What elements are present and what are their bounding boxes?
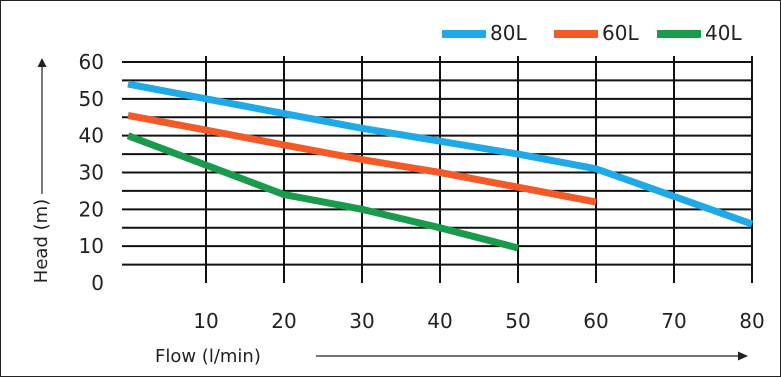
y-tick-label: 60 bbox=[79, 50, 104, 74]
x-tick-label: 50 bbox=[505, 309, 530, 333]
series-line-40l bbox=[126, 132, 519, 252]
x-tick-label: 30 bbox=[349, 309, 374, 333]
y-tick-label: 10 bbox=[79, 234, 104, 258]
legend-swatch-80l bbox=[442, 30, 486, 38]
series-line-80l bbox=[127, 80, 754, 228]
legend-swatch-60l bbox=[554, 30, 598, 38]
y-tick-label: 20 bbox=[79, 197, 104, 221]
tick-labels: 0 10 20 30 40 50 60 10 20 30 40 50 60 70 80 bbox=[79, 50, 765, 333]
y-axis-label: Head (m) bbox=[31, 199, 52, 283]
series-line-60l bbox=[127, 111, 597, 206]
x-axis-arrow-head bbox=[738, 351, 748, 361]
legend-swatch-40l bbox=[657, 30, 701, 38]
y-tick-label: 0 bbox=[91, 271, 104, 295]
x-tick-label: 60 bbox=[583, 309, 608, 333]
x-tick-label: 80 bbox=[739, 309, 764, 333]
y-tick-label: 30 bbox=[79, 161, 104, 185]
x-tick-label: 20 bbox=[271, 309, 296, 333]
grid bbox=[122, 56, 753, 283]
x-tick-label: 10 bbox=[193, 309, 218, 333]
legend-label-60l: 60L bbox=[602, 21, 639, 45]
x-tick-label: 70 bbox=[661, 309, 686, 333]
y-axis-arrow-head bbox=[37, 58, 47, 67]
legend-label-40l: 40L bbox=[705, 21, 742, 45]
legend: 80L 60L 40L bbox=[442, 21, 742, 45]
legend-label-80l: 80L bbox=[490, 21, 527, 45]
y-tick-label: 50 bbox=[79, 87, 104, 111]
x-axis-label: Flow (l/min) bbox=[155, 346, 261, 367]
y-tick-label: 40 bbox=[79, 124, 104, 148]
series-lines bbox=[126, 80, 754, 252]
x-tick-label: 40 bbox=[427, 309, 452, 333]
